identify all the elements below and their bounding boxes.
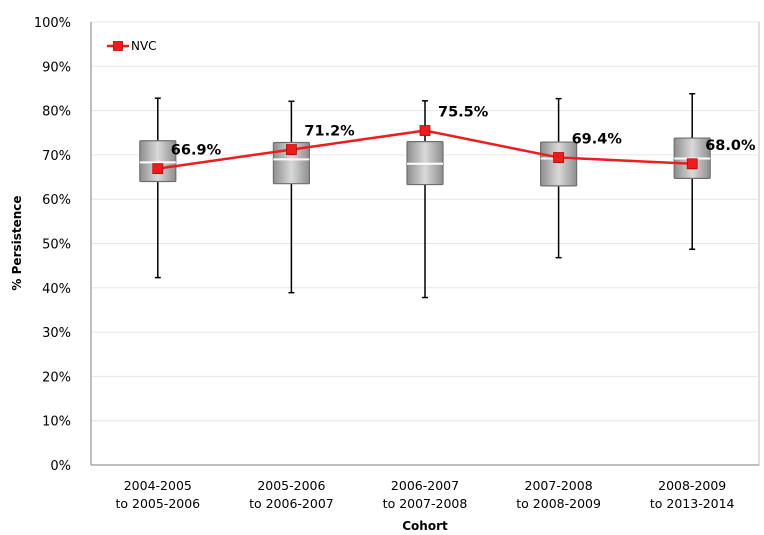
x-tick-label: to 2007-2008: [383, 496, 468, 511]
y-tick-label: 20%: [42, 370, 71, 385]
data-label: 66.9%: [171, 143, 222, 159]
y-tick-label: 0%: [50, 459, 71, 474]
x-tick-label: 2005-2006: [257, 478, 325, 493]
box-iqr: [272, 141, 310, 185]
data-label: 71.2%: [304, 124, 355, 140]
legend-label: NVC: [131, 39, 157, 53]
x-axis-ticks: 2004-2005 to 2005-2006 2005-2006 to 2006-20…: [115, 478, 734, 511]
gridlines: [91, 21, 759, 422]
x-tick-label: to 2008-2009: [516, 496, 601, 511]
y-tick-label: 100%: [34, 16, 71, 31]
box-iqr: [539, 141, 578, 187]
data-label: 69.4%: [572, 132, 623, 148]
legend-marker: [113, 41, 123, 51]
legend: NVC: [107, 39, 157, 53]
y-tick-label: 50%: [42, 238, 71, 253]
x-axis-title: Cohort: [402, 519, 448, 533]
series-point: [285, 144, 297, 155]
x-tick-label: 2007-2008: [525, 478, 593, 493]
box-plots: [139, 93, 711, 299]
series-point: [553, 152, 564, 163]
y-tick-label: 40%: [42, 282, 71, 297]
data-label: 68.0%: [705, 138, 756, 154]
x-tick-label: 2006-2007: [391, 478, 459, 493]
y-axis-ticks: 0% 10% 20% 30% 40% 50% 60% 70% 80% 90% 100%: [34, 16, 71, 474]
y-tick-label: 30%: [42, 326, 71, 341]
x-tick-label: to 2005-2006: [115, 496, 200, 511]
series-point: [152, 163, 164, 175]
x-tick-label: to 2013-2014: [650, 496, 735, 511]
y-tick-label: 70%: [42, 149, 71, 164]
data-label: 75.5%: [438, 105, 489, 121]
nvc-series: 66.9% 71.2% 75.5% 69.4% 68.0%: [152, 105, 756, 175]
y-tick-label: 90%: [42, 60, 71, 75]
x-tick-label: 2008-2009: [658, 478, 726, 493]
y-axis-title: % Persistence: [10, 195, 24, 290]
series-point: [419, 125, 431, 136]
box-iqr: [139, 140, 177, 183]
y-tick-label: 60%: [42, 193, 71, 208]
y-tick-label: 80%: [42, 105, 71, 120]
x-tick-label: to 2006-2007: [249, 496, 334, 511]
y-tick-label: 10%: [42, 415, 71, 430]
x-tick-label: 2004-2005: [124, 478, 192, 493]
series-point: [686, 158, 698, 170]
